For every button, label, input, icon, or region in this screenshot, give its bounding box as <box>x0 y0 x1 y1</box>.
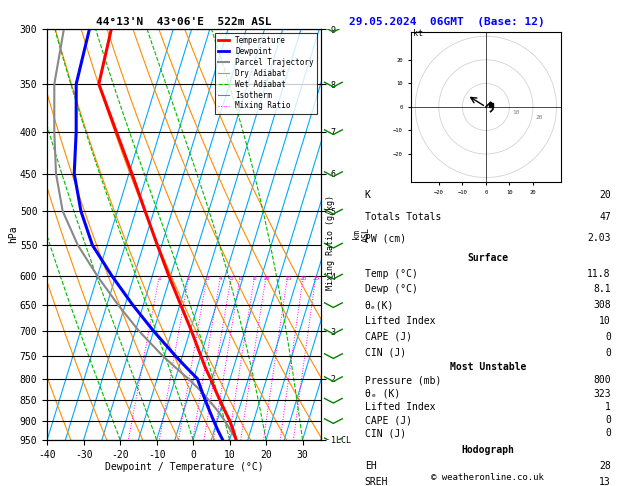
Text: 5: 5 <box>230 276 233 281</box>
Text: © weatheronline.co.uk: © weatheronline.co.uk <box>431 473 544 482</box>
Text: 2: 2 <box>187 276 191 281</box>
Text: Hodograph: Hodograph <box>461 445 515 455</box>
Text: 323: 323 <box>593 389 611 399</box>
Text: 29.05.2024  06GMT  (Base: 12): 29.05.2024 06GMT (Base: 12) <box>349 17 545 27</box>
Text: 10: 10 <box>512 110 520 115</box>
Text: CIN (J): CIN (J) <box>365 428 406 438</box>
Text: Lifted Index: Lifted Index <box>365 402 435 412</box>
Text: 11.8: 11.8 <box>587 269 611 278</box>
Text: 8.1: 8.1 <box>593 284 611 295</box>
Text: 0: 0 <box>605 428 611 438</box>
Text: 3: 3 <box>205 276 209 281</box>
Text: EH: EH <box>365 461 377 471</box>
Text: K: K <box>365 190 370 200</box>
Text: θₑ (K): θₑ (K) <box>365 389 400 399</box>
Y-axis label: hPa: hPa <box>8 226 18 243</box>
Text: 20: 20 <box>299 276 307 281</box>
Text: 47: 47 <box>599 211 611 222</box>
Text: 10: 10 <box>262 276 270 281</box>
Text: Pressure (mb): Pressure (mb) <box>365 375 441 385</box>
Title: 44°13'N  43°06'E  522m ASL: 44°13'N 43°06'E 522m ASL <box>96 17 272 27</box>
Text: SREH: SREH <box>365 477 388 486</box>
Y-axis label: km
ASL: km ASL <box>352 227 371 242</box>
Text: Most Unstable: Most Unstable <box>450 362 526 372</box>
Text: 15: 15 <box>284 276 291 281</box>
Text: CAPE (J): CAPE (J) <box>365 332 412 342</box>
Text: 25: 25 <box>312 276 320 281</box>
Text: 6: 6 <box>238 276 242 281</box>
Text: Lifted Index: Lifted Index <box>365 316 435 326</box>
Text: 1: 1 <box>605 402 611 412</box>
Text: 20: 20 <box>535 115 543 120</box>
Text: 20: 20 <box>599 190 611 200</box>
Text: 28: 28 <box>599 461 611 471</box>
Text: Mixing Ratio (g/kg): Mixing Ratio (g/kg) <box>326 195 335 291</box>
Text: 4: 4 <box>219 276 223 281</box>
Text: 2.03: 2.03 <box>587 233 611 243</box>
Text: Dewp (°C): Dewp (°C) <box>365 284 418 295</box>
Text: PW (cm): PW (cm) <box>365 233 406 243</box>
Text: 1: 1 <box>157 276 161 281</box>
Text: 0: 0 <box>605 332 611 342</box>
Text: 0: 0 <box>605 415 611 425</box>
Text: θₑ(K): θₑ(K) <box>365 300 394 310</box>
Text: kt: kt <box>413 29 423 38</box>
Text: 8: 8 <box>253 276 257 281</box>
X-axis label: Dewpoint / Temperature (°C): Dewpoint / Temperature (°C) <box>104 462 264 472</box>
Text: 308: 308 <box>593 300 611 310</box>
Text: 0: 0 <box>605 347 611 358</box>
Text: Surface: Surface <box>467 253 508 263</box>
Legend: Temperature, Dewpoint, Parcel Trajectory, Dry Adiabat, Wet Adiabat, Isotherm, Mi: Temperature, Dewpoint, Parcel Trajectory… <box>214 33 317 114</box>
Text: CAPE (J): CAPE (J) <box>365 415 412 425</box>
Text: 10: 10 <box>599 316 611 326</box>
Text: 13: 13 <box>599 477 611 486</box>
Text: 800: 800 <box>593 375 611 385</box>
Text: Totals Totals: Totals Totals <box>365 211 441 222</box>
Text: Temp (°C): Temp (°C) <box>365 269 418 278</box>
Text: CIN (J): CIN (J) <box>365 347 406 358</box>
